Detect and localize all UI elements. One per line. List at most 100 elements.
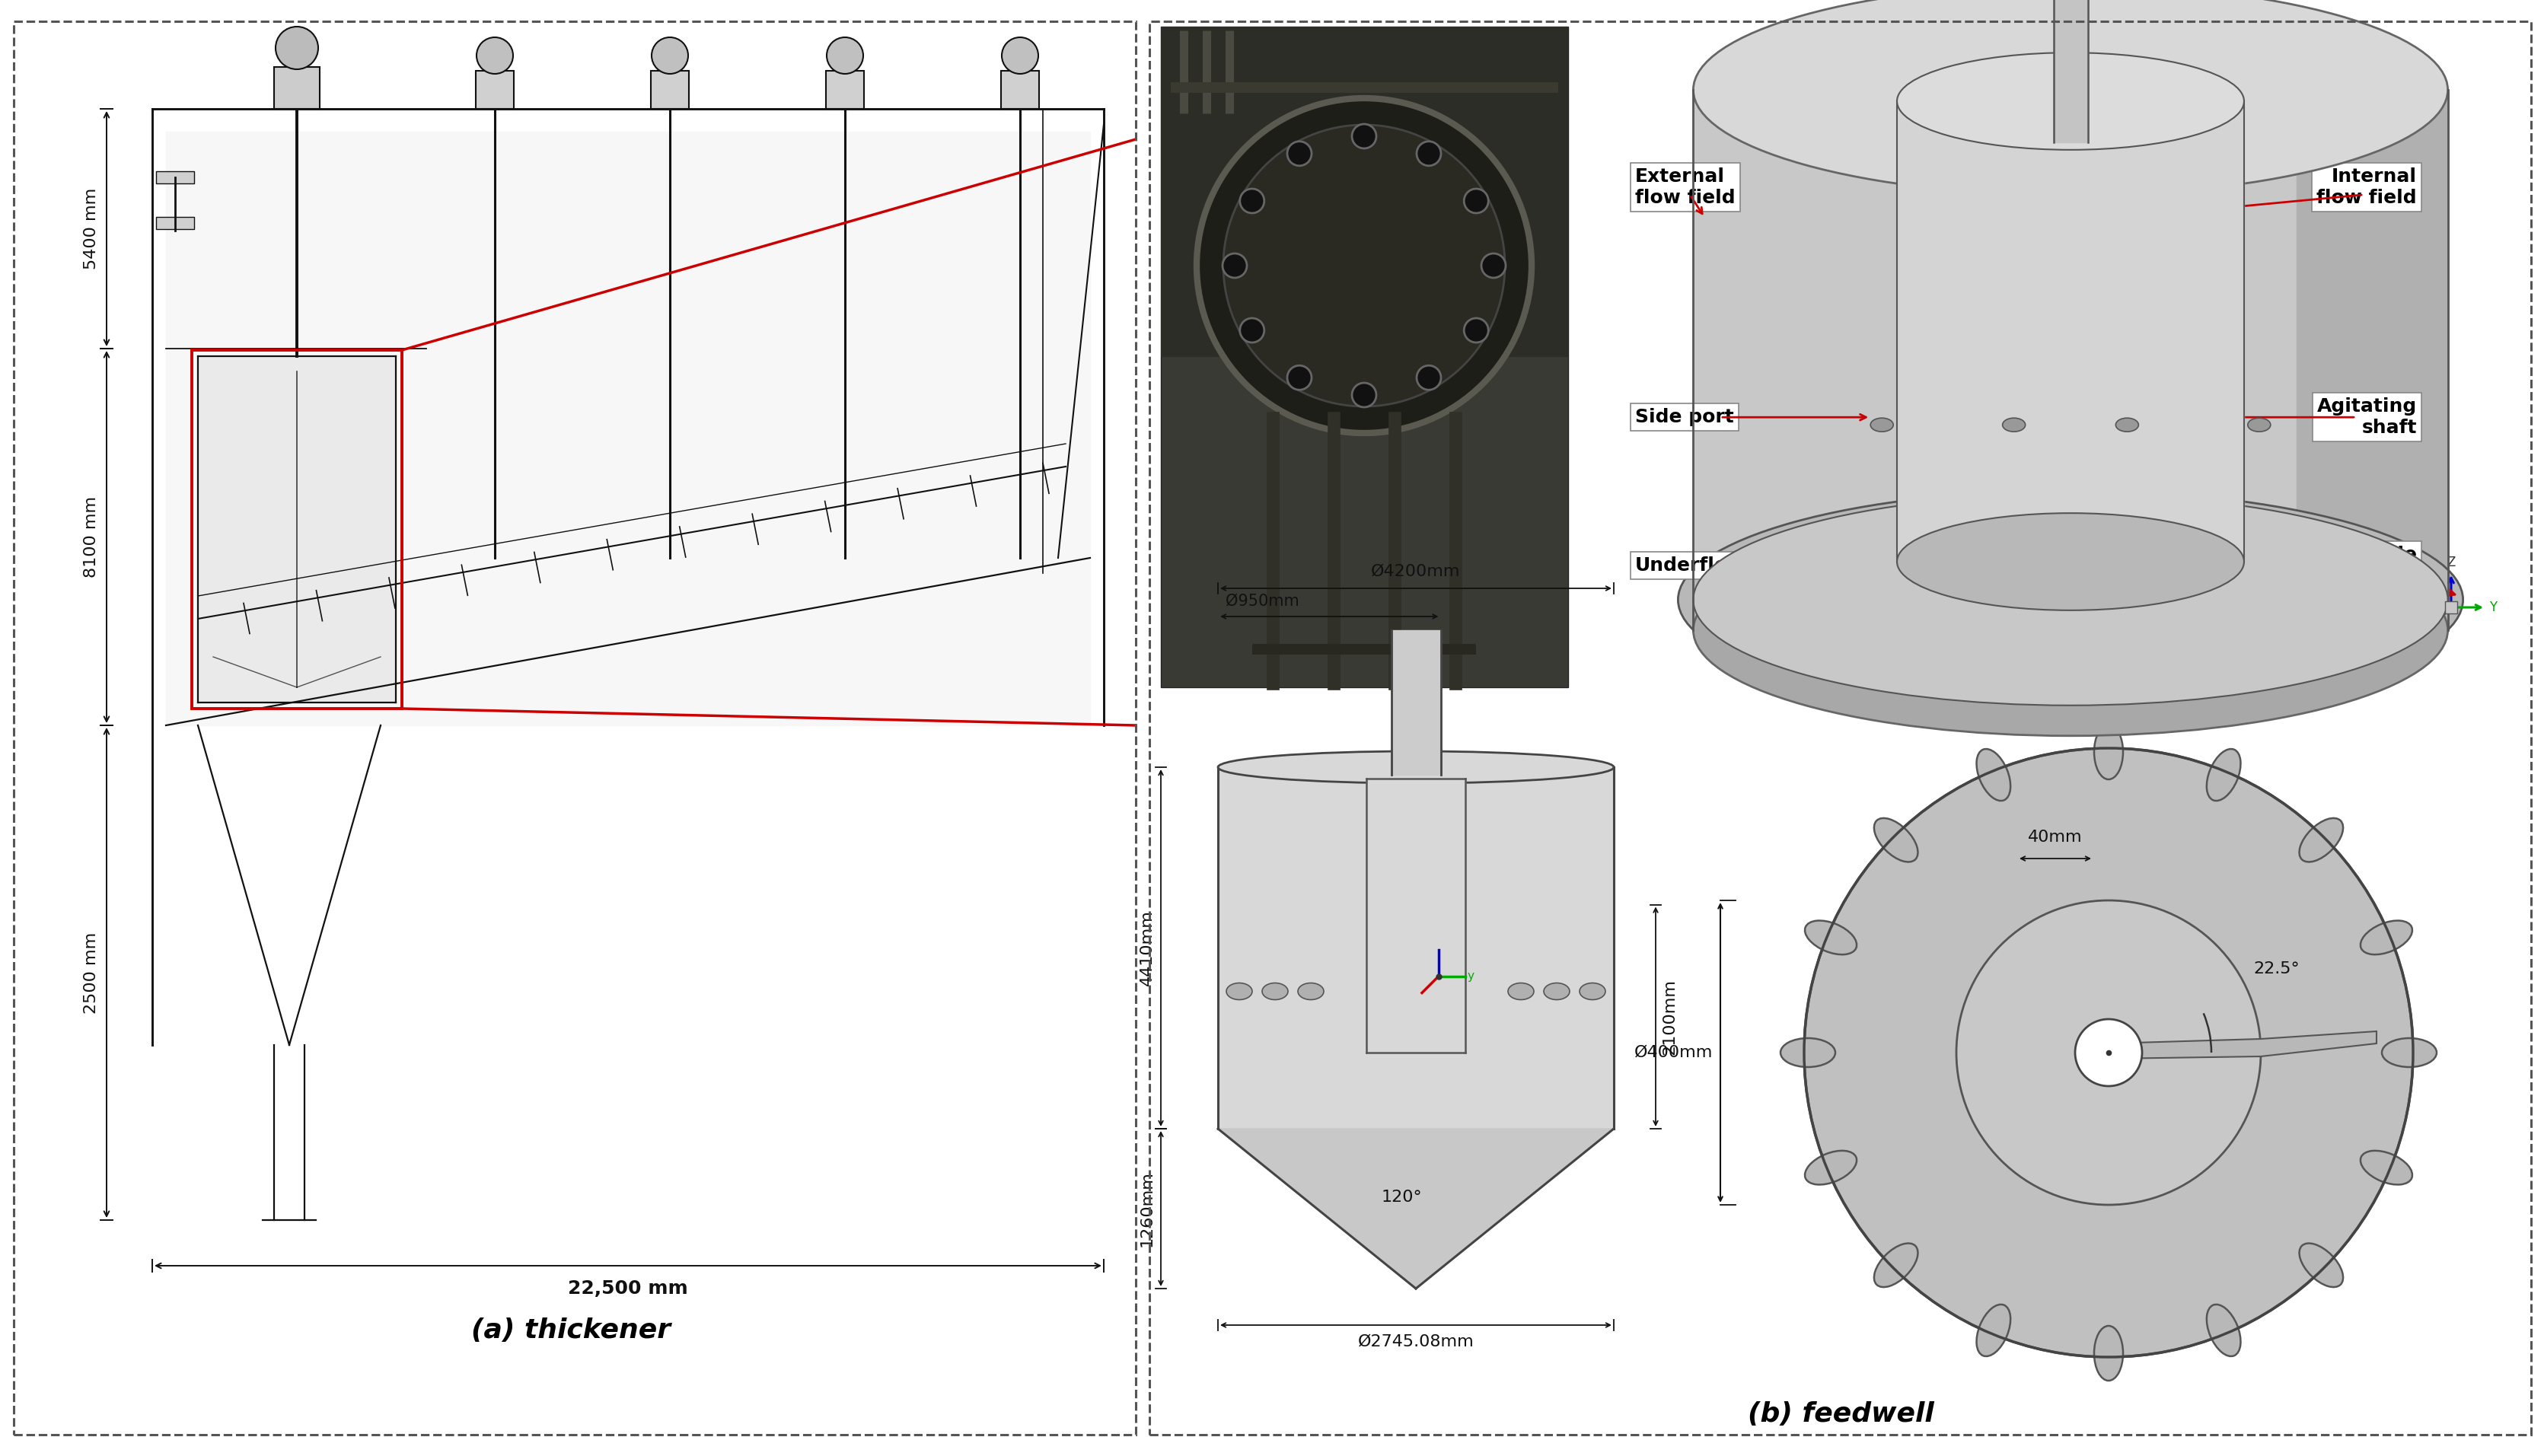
Polygon shape bbox=[1898, 102, 2244, 562]
Circle shape bbox=[2076, 1019, 2142, 1086]
Ellipse shape bbox=[2300, 1243, 2343, 1287]
Circle shape bbox=[1224, 253, 1247, 278]
Ellipse shape bbox=[1781, 1038, 1834, 1067]
Circle shape bbox=[1196, 98, 1531, 432]
Circle shape bbox=[1351, 383, 1376, 408]
Ellipse shape bbox=[1694, 524, 2447, 735]
Text: X: X bbox=[2417, 633, 2424, 648]
Text: (b) feedwell: (b) feedwell bbox=[1748, 1401, 1933, 1427]
Ellipse shape bbox=[1679, 491, 2463, 709]
Point bbox=[1420, 964, 1460, 987]
Ellipse shape bbox=[2249, 418, 2272, 431]
Polygon shape bbox=[2297, 90, 2447, 630]
Ellipse shape bbox=[2002, 418, 2025, 431]
Polygon shape bbox=[1366, 779, 1465, 1053]
Polygon shape bbox=[198, 357, 397, 702]
Circle shape bbox=[1956, 900, 2262, 1204]
Ellipse shape bbox=[1977, 1305, 2010, 1357]
Text: 22.5°: 22.5° bbox=[2254, 961, 2300, 977]
Circle shape bbox=[1481, 253, 1506, 278]
Ellipse shape bbox=[2117, 418, 2140, 431]
Text: 2100mm: 2100mm bbox=[1661, 978, 1676, 1054]
Text: z: z bbox=[1437, 936, 1442, 948]
Ellipse shape bbox=[1875, 1243, 1918, 1287]
Circle shape bbox=[1287, 365, 1313, 390]
Text: Ø950mm: Ø950mm bbox=[1226, 594, 1300, 609]
Text: Agitating
shaft: Agitating shaft bbox=[2318, 397, 2417, 437]
Circle shape bbox=[827, 38, 862, 74]
Ellipse shape bbox=[1580, 983, 1605, 1000]
Text: Fluid guide
board: Fluid guide board bbox=[2297, 546, 2417, 585]
Circle shape bbox=[275, 26, 318, 70]
Text: 4410mm: 4410mm bbox=[1140, 910, 1155, 986]
Ellipse shape bbox=[2094, 725, 2124, 779]
Ellipse shape bbox=[1898, 513, 2244, 610]
Text: Z: Z bbox=[2447, 556, 2455, 569]
Polygon shape bbox=[1219, 767, 1613, 1128]
Text: 1260mm: 1260mm bbox=[1140, 1171, 1155, 1246]
Text: y: y bbox=[1468, 970, 1476, 981]
Ellipse shape bbox=[2094, 1326, 2124, 1380]
Text: Internal
flow field: Internal flow field bbox=[2318, 167, 2417, 207]
Text: Underflow: Underflow bbox=[1636, 556, 1745, 575]
Ellipse shape bbox=[1219, 751, 1613, 783]
Circle shape bbox=[1463, 189, 1488, 213]
FancyBboxPatch shape bbox=[476, 71, 514, 109]
Ellipse shape bbox=[1804, 920, 1857, 955]
FancyBboxPatch shape bbox=[1000, 71, 1038, 109]
Ellipse shape bbox=[2206, 748, 2241, 801]
Ellipse shape bbox=[2300, 818, 2343, 862]
Text: Ø2745.08mm: Ø2745.08mm bbox=[1358, 1334, 1473, 1350]
Text: Ø4200mm: Ø4200mm bbox=[1371, 563, 1460, 579]
Text: 2500 mm: 2500 mm bbox=[84, 932, 99, 1013]
Circle shape bbox=[1463, 319, 1488, 342]
Ellipse shape bbox=[2361, 920, 2412, 955]
Ellipse shape bbox=[1297, 983, 1323, 1000]
Text: (a) thickener: (a) thickener bbox=[471, 1318, 672, 1344]
Ellipse shape bbox=[1509, 983, 1534, 1000]
Bar bbox=[2445, 601, 2458, 613]
Circle shape bbox=[1417, 141, 1440, 166]
Text: 120°: 120° bbox=[1381, 1190, 1422, 1204]
Polygon shape bbox=[2053, 0, 2089, 143]
Point bbox=[2089, 1041, 2129, 1064]
Point bbox=[2089, 1041, 2129, 1064]
Ellipse shape bbox=[1898, 52, 2244, 150]
Circle shape bbox=[1239, 189, 1264, 213]
Text: 40mm: 40mm bbox=[2028, 830, 2084, 844]
Polygon shape bbox=[165, 131, 1089, 725]
Circle shape bbox=[1224, 125, 1506, 406]
Text: 8100 mm: 8100 mm bbox=[84, 496, 99, 578]
Ellipse shape bbox=[1262, 983, 1287, 1000]
Circle shape bbox=[1417, 365, 1440, 390]
Ellipse shape bbox=[1870, 418, 1893, 431]
Ellipse shape bbox=[2206, 1305, 2241, 1357]
Bar bbox=[1160, 26, 1567, 687]
Ellipse shape bbox=[1694, 0, 2447, 195]
Circle shape bbox=[1239, 319, 1264, 342]
Ellipse shape bbox=[1544, 983, 1570, 1000]
Ellipse shape bbox=[1694, 494, 2447, 705]
Circle shape bbox=[1351, 124, 1376, 149]
Ellipse shape bbox=[2361, 1150, 2412, 1185]
Circle shape bbox=[1804, 748, 2414, 1357]
Circle shape bbox=[651, 38, 687, 74]
Ellipse shape bbox=[1804, 1150, 1857, 1185]
Circle shape bbox=[1002, 38, 1038, 74]
Ellipse shape bbox=[1875, 818, 1918, 862]
Text: External
flow field: External flow field bbox=[1636, 167, 1735, 207]
Ellipse shape bbox=[1226, 983, 1252, 1000]
Ellipse shape bbox=[1977, 748, 2010, 801]
Polygon shape bbox=[2109, 1031, 2376, 1059]
Circle shape bbox=[476, 38, 514, 74]
Polygon shape bbox=[1694, 90, 2447, 630]
Text: Ø200mm: Ø200mm bbox=[1984, 961, 2063, 977]
FancyBboxPatch shape bbox=[651, 71, 689, 109]
Text: Ø400mm: Ø400mm bbox=[1633, 1045, 1712, 1060]
Bar bbox=[155, 172, 193, 183]
Text: Y: Y bbox=[2488, 600, 2496, 614]
Ellipse shape bbox=[2381, 1038, 2437, 1067]
Polygon shape bbox=[1392, 630, 1440, 775]
FancyBboxPatch shape bbox=[827, 71, 865, 109]
Text: 5400 mm: 5400 mm bbox=[84, 188, 99, 269]
